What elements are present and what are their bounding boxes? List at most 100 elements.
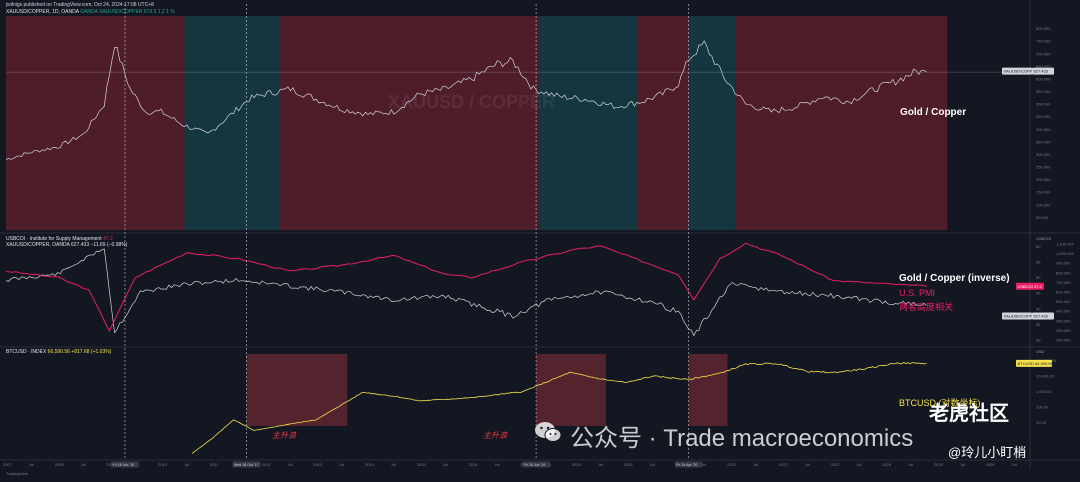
- pane2-unit: USBCOI: [1036, 236, 1051, 241]
- pane1-tick-label: 350.000: [1036, 139, 1051, 144]
- x-axis-tick-label: Jul: [753, 462, 758, 467]
- chart-symbol-watermark: XAUUSD / COPPER: [388, 92, 556, 112]
- label-gold-copper: Gold / Copper: [900, 107, 967, 118]
- x-axis-tick-label: 2026: [986, 462, 996, 467]
- pane1-tick-label: 750.000: [1036, 39, 1051, 44]
- x-axis-tick-label: 2015: [417, 462, 427, 467]
- pane3-tick-label: 10.00: [1036, 420, 1047, 425]
- pane2-pmi-tick: 35: [1036, 322, 1041, 327]
- gc-symbol: XAUUSD/COPPER, 1D, OANDA: [6, 9, 79, 15]
- pane2-gc-tick: 100.000: [1056, 338, 1071, 343]
- gc-inverse-header[interactable]: XAUUSD/COPPER, OANDA 627.433 −11.69 (−0.…: [6, 242, 127, 248]
- regime-band: [184, 16, 281, 230]
- label-btcusd: BTCUSD (对数坐标): [899, 398, 981, 408]
- x-axis-tick-label: Jul: [184, 462, 189, 467]
- x-marker-label: Wed 18 Oct '17: [234, 463, 259, 467]
- pane2-gc-tick: 900.000: [1056, 261, 1071, 266]
- pane1-tick-label: 100.000: [1036, 202, 1051, 207]
- wechat-icon: [535, 422, 562, 442]
- pmi-header[interactable]: USBCOI · Institute for Supply Management…: [6, 236, 113, 242]
- x-axis-tick-label: 2018: [572, 462, 582, 467]
- gc-inverse-symbol: XAUUSD/COPPER, OANDA: [6, 242, 70, 248]
- x-axis-tick-label: 2021: [727, 462, 737, 467]
- pane2-pmi-tick: 30: [1036, 338, 1041, 343]
- pane1-tick-label: 700.000: [1036, 51, 1051, 56]
- gc-price-tag-bg: [1002, 67, 1032, 75]
- published-info: jwilnigs published on TradingView.com, O…: [6, 2, 154, 8]
- x-axis-tick-label: Jul: [805, 462, 810, 467]
- pane2-gc-tick: 200.000: [1056, 328, 1071, 333]
- x-marker-bg: [232, 461, 261, 468]
- x-axis-tick-label: Jul: [443, 462, 448, 467]
- regime-band: [688, 16, 736, 230]
- gc-inverse-price-value-tag-bg: [1032, 312, 1054, 320]
- gc-values: OANDA XAUUSD/COPPER 673.3 1,2 1 %: [80, 9, 175, 15]
- tiger-community-logo: 老虎社区: [929, 397, 1009, 426]
- x-marker-label: Fri 28 Jun '19: [524, 463, 546, 467]
- gc-header[interactable]: XAUUSD/COPPER, 1D, OANDA OANDA XAUUSD/CO…: [6, 9, 175, 15]
- label-correlation: 两者高度相关: [899, 302, 954, 312]
- pmi-price-tag-bg: [1016, 282, 1044, 290]
- us-pmi-series: [5, 242, 927, 333]
- x-axis-tick-label: Jul: [598, 462, 603, 467]
- pane1-tick-label: 150.000: [1036, 190, 1051, 195]
- pmi-price-tag: USBCOI 47.2: [1018, 284, 1043, 289]
- btc-symbol: BTCUSD · INDEX: [6, 349, 47, 355]
- x-axis-tick-label: 2008: [55, 462, 65, 467]
- x-axis-tick-label: Jul: [649, 462, 654, 467]
- gc-price-value-tag-bg: [1032, 67, 1054, 75]
- pane1-tick-label: 450.000: [1036, 114, 1051, 119]
- x-axis-tick-label: 2007: [3, 462, 13, 467]
- btcusd-series: [191, 361, 927, 454]
- x-axis-tick-label: 2013: [313, 462, 323, 467]
- x-axis-tick-label: Jul: [960, 462, 965, 467]
- pane2-gc-tick: 600.000: [1056, 290, 1071, 295]
- pane3-tick-label: 1,000.00: [1036, 389, 1052, 394]
- pane1-tick-label: 400.000: [1036, 127, 1051, 132]
- pane2-gc-tick: 500.000: [1056, 299, 1071, 304]
- surge-box: [246, 354, 348, 426]
- x-axis-tick-label: Jul: [339, 462, 344, 467]
- pane1-tick-label: 300.000: [1036, 152, 1051, 157]
- gold-copper-series: [5, 40, 927, 160]
- label-gold-copper-inverse: Gold / Copper (inverse): [899, 273, 1010, 284]
- x-axis-tick-label: 2019: [624, 462, 634, 467]
- pmi-value: 47.2: [103, 236, 113, 242]
- x-marker-label: Fri 24 Apr '20: [676, 463, 697, 467]
- pmi-symbol: USBCOI · Institute for Supply Management: [6, 236, 102, 242]
- pane2-gc-tick: 1,000.000: [1056, 251, 1075, 256]
- gc-inverse-value: 627.433 −11.69 (−0.98%): [71, 242, 128, 248]
- regime-band: [735, 16, 948, 230]
- regime-band: [636, 16, 689, 230]
- pane1-tick-label: 500.000: [1036, 102, 1051, 107]
- x-marker-bg: [674, 461, 703, 468]
- btc-price-tag-bg: [1016, 359, 1052, 367]
- gc-price-value-tag: 627.433: [1034, 69, 1049, 74]
- x-marker-bg: [522, 461, 551, 468]
- x-axis-tick-label: 2024: [882, 462, 892, 467]
- pane2-pmi-tick: 60: [1036, 244, 1041, 249]
- pane2-gc-tick: 300.000: [1056, 318, 1071, 323]
- tradingview-footer[interactable]: TradingView: [6, 471, 29, 476]
- pane3-tick-label: 10,000.00: [1036, 374, 1055, 379]
- pane1-tick-label: 250.000: [1036, 165, 1051, 170]
- x-axis-tick-label: 2016: [468, 462, 478, 467]
- pane2-pmi-tick: 55: [1036, 259, 1041, 264]
- regime-band: [538, 16, 637, 230]
- x-axis-tick-label: 2012: [262, 462, 272, 467]
- x-axis-tick-label: 2025: [934, 462, 944, 467]
- x-axis-tick-label: Jul: [856, 462, 861, 467]
- label-us-pmi: U.S. PMI: [899, 288, 936, 298]
- pane1-tick-label: 200.000: [1036, 177, 1051, 182]
- regime-band: [280, 16, 330, 230]
- pane2-gc-tick: 400.000: [1056, 309, 1071, 314]
- regime-band: [329, 16, 539, 230]
- pane1-tick-label: 650.000: [1036, 64, 1051, 69]
- pane1-tick-label: 50.000: [1036, 215, 1049, 220]
- btc-header[interactable]: BTCUSD · INDEX 66,590.56 +817.68 (+1.03%…: [6, 349, 111, 355]
- pane2-pmi-tick: 50: [1036, 275, 1041, 280]
- x-axis-tick-label: Jul: [81, 462, 86, 467]
- x-marker-bg: [110, 461, 139, 468]
